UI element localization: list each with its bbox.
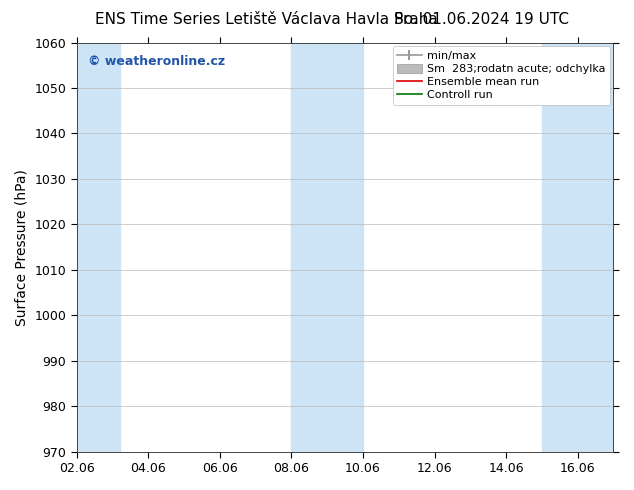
- Legend: min/max, Sm  283;rodatn acute; odchylka, Ensemble mean run, Controll run: min/max, Sm 283;rodatn acute; odchylka, …: [392, 46, 610, 105]
- Bar: [77, 43, 120, 452]
- Text: So. 01.06.2024 19 UTC: So. 01.06.2024 19 UTC: [394, 12, 569, 27]
- Text: ENS Time Series Letiště Václava Havla Praha: ENS Time Series Letiště Václava Havla Pr…: [95, 12, 437, 27]
- Y-axis label: Surface Pressure (hPa): Surface Pressure (hPa): [15, 169, 29, 325]
- Text: © weatheronline.cz: © weatheronline.cz: [87, 55, 224, 68]
- Bar: [542, 43, 614, 452]
- Bar: [292, 43, 363, 452]
